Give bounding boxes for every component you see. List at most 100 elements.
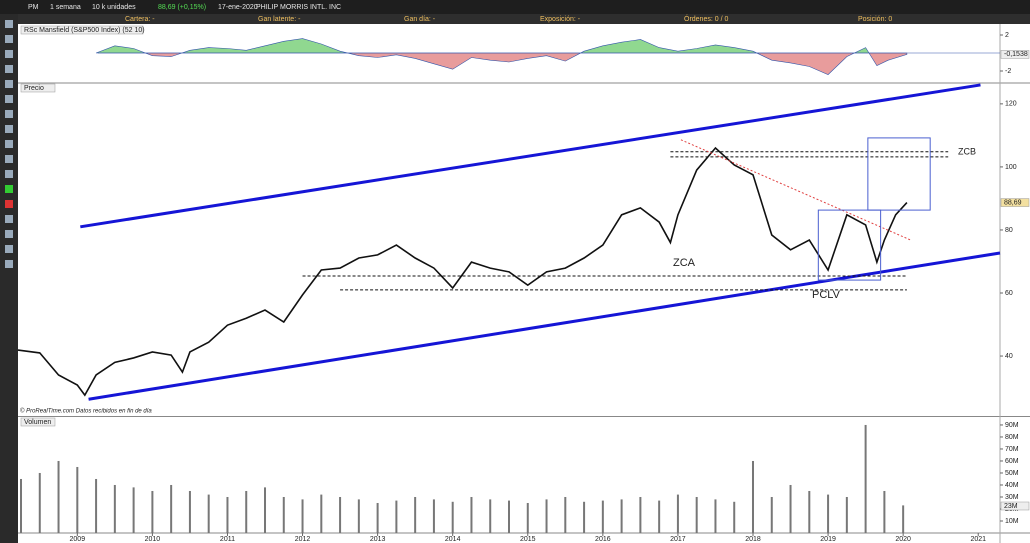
volume-bar: [95, 478, 98, 533]
y-tick-label: 120: [1005, 101, 1017, 108]
volume-bar: [395, 500, 398, 533]
x-tick-label: 2015: [520, 536, 536, 543]
last-value-box: [1000, 198, 1030, 207]
zone: [867, 137, 931, 211]
volume-bar: [470, 496, 473, 533]
y-tick-label: 100: [1005, 164, 1017, 171]
tool-strip: [0, 14, 18, 543]
trendline: [88, 251, 1001, 401]
volume-bar: [151, 490, 154, 533]
volume-bar: [20, 478, 23, 533]
x-tick-label: 2021: [970, 536, 986, 543]
rsc-area: [95, 38, 908, 75]
change: 88,69 (+0,15%): [158, 4, 206, 11]
annotation: PCLV: [812, 289, 841, 301]
x-tick-label: 2010: [145, 536, 161, 543]
exposicion: Exposición: -: [540, 16, 581, 23]
volume-bar: [320, 494, 323, 533]
volume-bar: [508, 500, 510, 533]
y-tick-label: 30M: [1005, 494, 1019, 501]
volume-bar: [902, 505, 905, 533]
volume-bar: [57, 460, 60, 533]
volume-bar: [545, 499, 548, 533]
x-tick-label: 2019: [820, 536, 836, 543]
y-tick-label: -2: [1005, 68, 1011, 75]
latente: Gan latente: -: [258, 16, 301, 23]
x-tick-label: 2016: [595, 536, 611, 543]
volume-bar: [414, 496, 417, 533]
volume-bar: [658, 500, 661, 533]
account-bar: [0, 14, 1030, 24]
volume-bar: [601, 500, 604, 533]
panel-label-box: [20, 417, 56, 427]
volume-bar: [226, 496, 229, 533]
period[interactable]: 1 semana: [50, 4, 81, 11]
volume-bar: [733, 501, 736, 533]
y-tick-label: 80M: [1005, 434, 1019, 441]
volume-bar: [264, 487, 267, 533]
panel-title: RSc Mansfield (S&P500 Index) (52 10): [24, 27, 145, 34]
volume-bar: [864, 424, 867, 533]
volume-bar: [432, 499, 435, 533]
price-line: [17, 146, 908, 397]
y-tick-label: 70M: [1005, 446, 1019, 453]
last-value-box: [1000, 501, 1030, 511]
volume-bar: [564, 496, 567, 533]
right-axis: [1000, 24, 1030, 543]
volume-bar: [376, 502, 379, 533]
annotation: ZCA: [673, 257, 696, 269]
last-value-label: -0,1538: [1004, 51, 1028, 58]
x-tick-label: 2009: [70, 536, 86, 543]
volume-bar: [170, 484, 173, 533]
x-tick-label: 2012: [295, 536, 311, 543]
copyright: © ProRealTime.com Datos recibidos en fin…: [20, 408, 152, 415]
volume-bar: [188, 490, 191, 533]
volume-bar: [883, 490, 886, 533]
annotation: ZCB: [958, 146, 976, 156]
volume-bar: [789, 484, 792, 533]
y-tick-label: 10M: [1005, 518, 1019, 525]
dia: Gan día: -: [404, 16, 436, 23]
y-tick-label: 40: [1005, 353, 1013, 360]
y-tick-label: 40M: [1005, 482, 1019, 489]
y-tick-label: 80: [1005, 227, 1013, 234]
volume-bar: [526, 502, 529, 533]
volume-bar: [714, 499, 717, 533]
x-tick-label: 2018: [745, 536, 761, 543]
y-tick-label: 2: [1005, 32, 1009, 39]
x-tick-label: 2011: [220, 536, 235, 543]
y-tick-label: 50M: [1005, 470, 1019, 477]
panel-title: Precio: [24, 85, 44, 92]
volume-bar: [808, 490, 811, 533]
zone: [817, 209, 882, 281]
trendline: [80, 83, 981, 229]
symbol[interactable]: PM: [28, 4, 39, 11]
posicion: Posición: 0: [858, 16, 892, 23]
volume-bar: [751, 460, 754, 533]
last-value-label: 23M: [1004, 503, 1018, 510]
y-tick-label: 60M: [1005, 458, 1019, 465]
volume-bar: [113, 484, 116, 533]
x-tick-label: 2014: [445, 536, 461, 543]
x-tick-label: 2020: [895, 536, 911, 543]
volume-bar: [132, 487, 135, 533]
volume-bar: [357, 499, 360, 533]
toolbar: [0, 0, 1030, 14]
tool-icons[interactable]: [5, 20, 13, 268]
x-tick-label: 2013: [370, 536, 386, 543]
volume-bar: [76, 466, 79, 533]
volume-bar: [245, 490, 248, 533]
x-tick-label: 2017: [670, 536, 686, 543]
volume-bar: [339, 496, 342, 533]
volume-bar: [676, 494, 679, 533]
cartera: Cartera: -: [125, 16, 155, 23]
panel-title: Volumen: [24, 419, 51, 426]
panel-label-box: [20, 83, 56, 93]
volume-bar: [282, 496, 285, 533]
units[interactable]: 10 k unidades: [92, 4, 136, 11]
volume-bar: [207, 494, 210, 533]
last-value-box: [1000, 50, 1030, 59]
volume-bar: [845, 496, 848, 533]
